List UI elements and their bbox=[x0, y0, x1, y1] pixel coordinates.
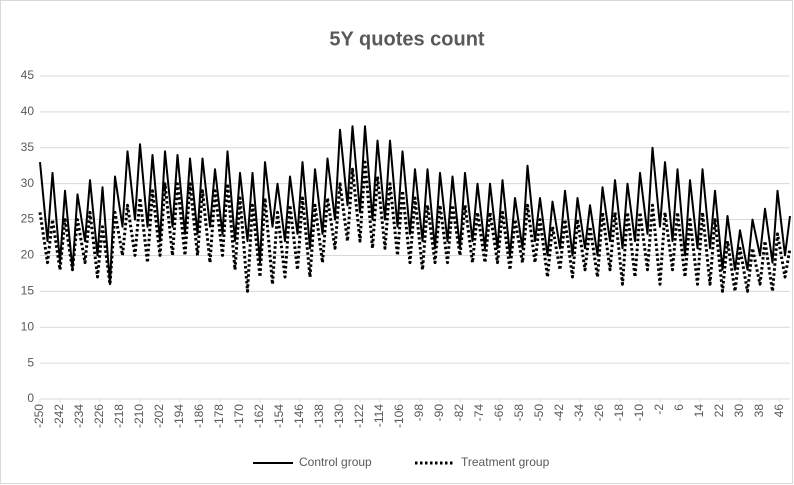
x-tick-label: -234 bbox=[72, 404, 86, 428]
x-tick-label: -186 bbox=[192, 404, 206, 428]
x-tick-label: 30 bbox=[732, 404, 746, 418]
x-tick-label: -34 bbox=[572, 404, 586, 422]
x-tick-label: -10 bbox=[632, 404, 646, 422]
x-tick-label: -210 bbox=[132, 404, 146, 428]
y-tick-label: 15 bbox=[21, 284, 35, 298]
x-tick-label: -114 bbox=[372, 404, 386, 427]
x-tick-label: -218 bbox=[112, 404, 126, 428]
chart-title: 5Y quotes count bbox=[329, 28, 485, 50]
y-tick-label: 45 bbox=[21, 68, 35, 82]
y-tick-label: 5 bbox=[27, 355, 34, 369]
x-tick-label: -50 bbox=[532, 404, 546, 422]
x-tick-label: -250 bbox=[32, 404, 46, 428]
x-tick-label: -146 bbox=[292, 404, 306, 428]
x-tick-label: 46 bbox=[772, 404, 786, 418]
x-tick-label: -18 bbox=[612, 404, 626, 422]
x-tick-label: -170 bbox=[232, 404, 246, 428]
x-tick-label: -106 bbox=[392, 404, 406, 428]
y-tick-label: 0 bbox=[27, 391, 34, 405]
x-tick-label: -66 bbox=[492, 404, 506, 422]
series-line bbox=[39, 125, 791, 286]
x-tick-label: -2 bbox=[652, 404, 666, 415]
x-tick-label: -242 bbox=[52, 404, 66, 428]
x-tick-label: -122 bbox=[352, 404, 366, 428]
x-tick-label: -154 bbox=[272, 404, 286, 428]
x-tick-label: -98 bbox=[412, 404, 426, 422]
y-tick-label: 40 bbox=[21, 104, 35, 118]
x-tick-label: -162 bbox=[252, 404, 266, 428]
x-tick-label: -194 bbox=[172, 404, 186, 428]
legend-label: Treatment group bbox=[461, 455, 550, 469]
y-tick-label: 10 bbox=[21, 319, 35, 333]
x-tick-label: -42 bbox=[552, 404, 566, 422]
x-tick-label: -138 bbox=[312, 404, 326, 428]
x-tick-label: -178 bbox=[212, 404, 226, 428]
x-tick-label: -74 bbox=[472, 404, 486, 422]
x-tick-label: -58 bbox=[512, 404, 526, 422]
x-tick-label: 6 bbox=[672, 404, 686, 411]
y-tick-label: 35 bbox=[21, 140, 35, 154]
x-tick-label: 14 bbox=[692, 404, 706, 418]
x-tick-label: -202 bbox=[152, 404, 166, 428]
x-tick-label: -26 bbox=[592, 404, 606, 422]
x-tick-label: -90 bbox=[432, 404, 446, 422]
x-tick-label: -130 bbox=[332, 404, 346, 428]
x-tick-label: -82 bbox=[452, 404, 466, 422]
y-tick-label: 25 bbox=[21, 212, 35, 226]
x-tick-label: 38 bbox=[752, 404, 766, 418]
series-line bbox=[38, 160, 792, 293]
x-tick-label: -226 bbox=[92, 404, 106, 428]
y-tick-label: 20 bbox=[21, 248, 35, 262]
x-tick-label: 22 bbox=[712, 404, 726, 418]
legend-label: Control group bbox=[299, 455, 372, 469]
y-tick-label: 30 bbox=[21, 176, 35, 190]
